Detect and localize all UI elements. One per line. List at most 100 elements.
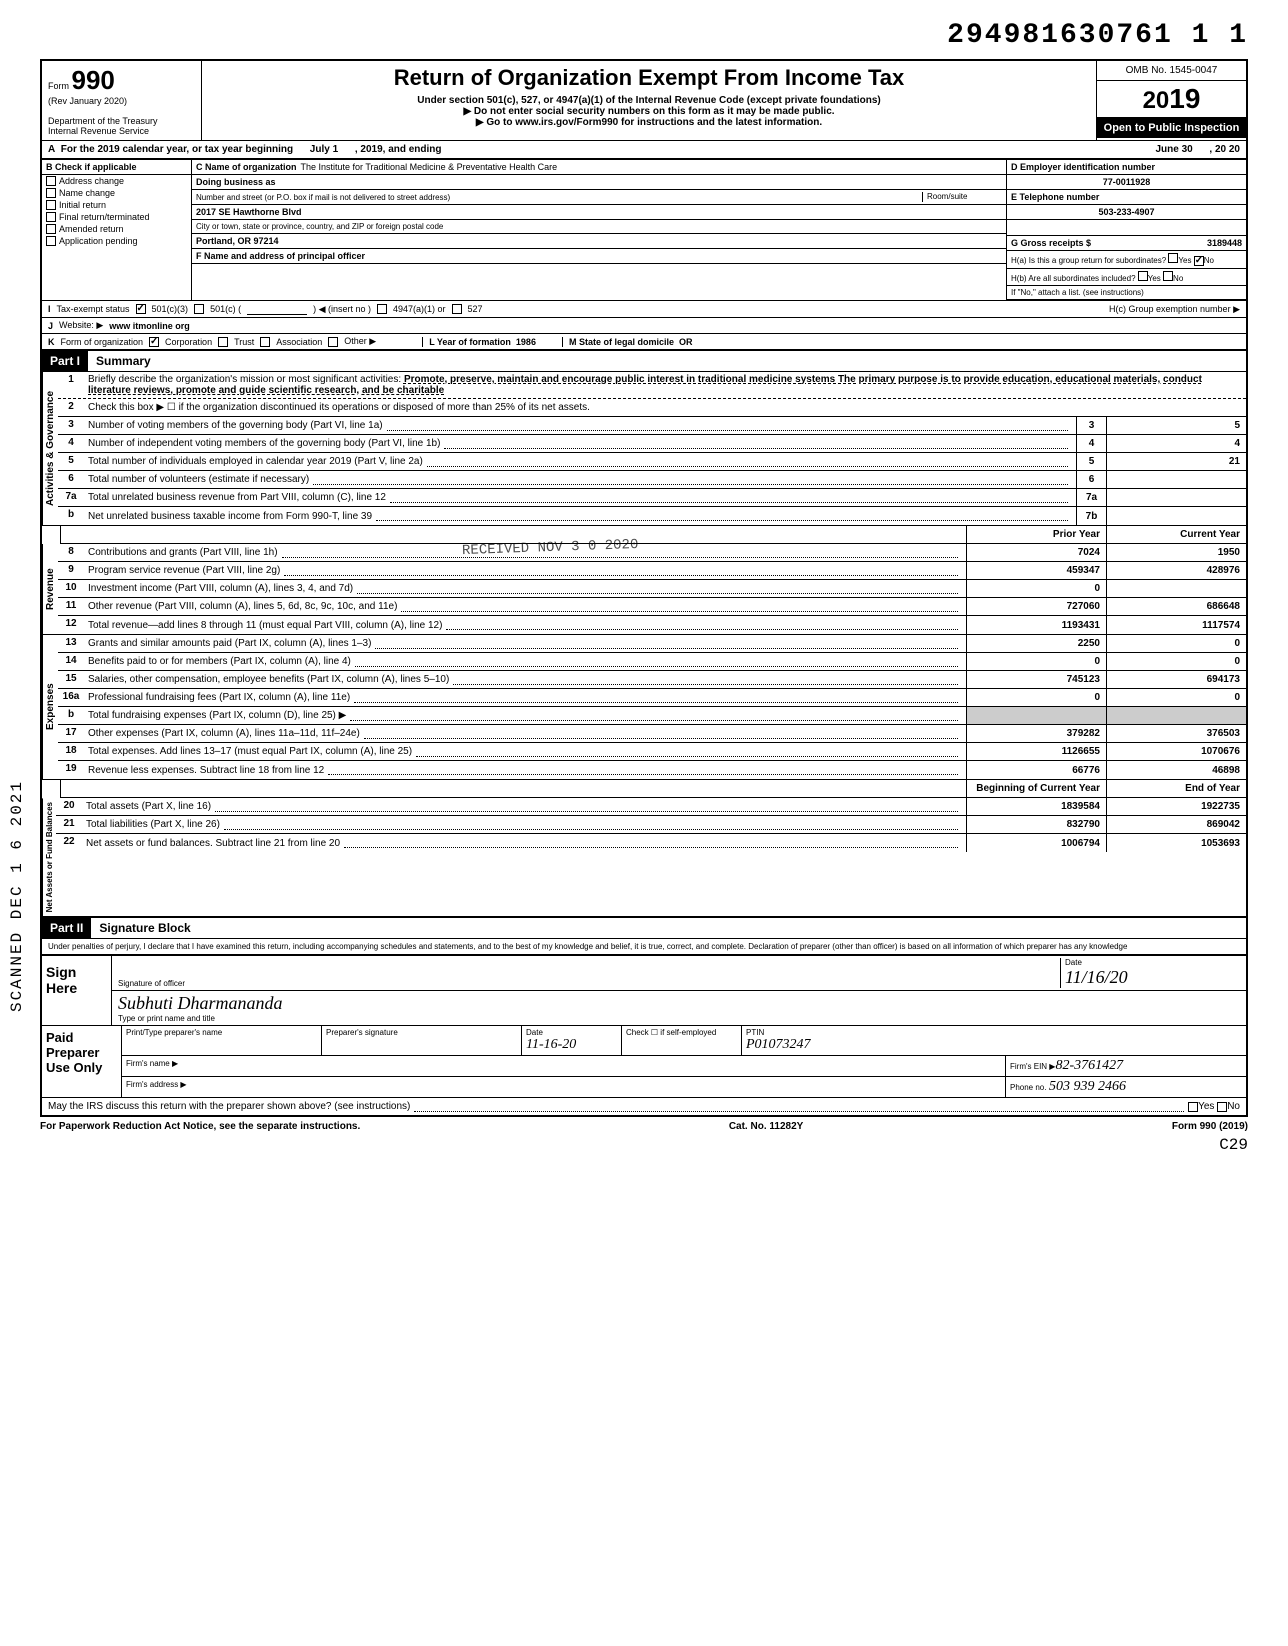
ptin-value: P01073247 xyxy=(746,1037,811,1052)
scanned-stamp: SCANNED DEC 1 6 2021 xyxy=(8,780,26,1012)
col-b-header: B Check if applicable xyxy=(42,160,191,175)
footer-left: For Paperwork Reduction Act Notice, see … xyxy=(40,1121,360,1132)
state-domicile-value: OR xyxy=(679,337,693,347)
line-13: 13 Grants and similar amounts paid (Part… xyxy=(58,635,1246,653)
row-i-tax-status: I Tax-exempt status 501(c)(3) 501(c) () … xyxy=(40,301,1248,318)
gov-line-5: 5 Total number of individuals employed i… xyxy=(58,453,1246,471)
check-name-change[interactable]: Name change xyxy=(42,187,191,199)
open-to-public: Open to Public Inspection xyxy=(1097,118,1246,138)
h-note: If "No," attach a list. (see instruction… xyxy=(1007,286,1246,300)
line-b: b Total fundraising expenses (Part IX, c… xyxy=(58,707,1246,725)
check-other[interactable] xyxy=(328,337,338,347)
year-prefix: 20 xyxy=(1143,87,1170,114)
year-formation-value: 1986 xyxy=(516,337,536,347)
signature-block: Sign Here Signature of officer Date 11/1… xyxy=(40,955,1248,1117)
check-501c3[interactable] xyxy=(136,304,146,314)
tax-year-begin: July 1 xyxy=(310,144,338,155)
form-note1: ▶ Do not enter social security numbers o… xyxy=(208,106,1090,117)
gov-line-b: b Net unrelated business taxable income … xyxy=(58,507,1246,525)
tax-year-end: June 30 xyxy=(1155,144,1192,155)
street-address: 2017 SE Hawthorne Blvd xyxy=(196,207,302,217)
col-end-year: End of Year xyxy=(1106,780,1246,797)
form-header: Form 990 (Rev January 2020) Department o… xyxy=(40,59,1248,141)
check-trust[interactable] xyxy=(218,337,228,347)
row-j-label: J xyxy=(48,321,53,331)
preparer-name-label: Print/Type preparer's name xyxy=(126,1028,317,1037)
check-association[interactable] xyxy=(260,337,270,347)
sig-date-value: 11/16/20 xyxy=(1065,967,1240,988)
tel-value: 503-233-4907 xyxy=(1007,205,1246,220)
vlabel-governance: Activities & Governance xyxy=(42,372,58,525)
addr-label: Number and street (or P.O. box if mail i… xyxy=(196,193,450,202)
form-number: 990 xyxy=(72,65,115,95)
firm-ein-value: 82-3761427 xyxy=(1055,1058,1123,1073)
sig-officer-label: Signature of officer xyxy=(118,979,1060,988)
dept-treasury: Department of the Treasury xyxy=(48,116,158,126)
gross-value: 3189448 xyxy=(1207,238,1242,248)
row-k-label: K xyxy=(48,337,55,347)
ha-label: H(a) Is this a group return for subordin… xyxy=(1011,256,1166,265)
form-title: Return of Organization Exempt From Incom… xyxy=(208,65,1090,91)
document-id-number: 294981630761 1 1 xyxy=(40,20,1248,51)
check-application-pending[interactable]: Application pending xyxy=(42,235,191,247)
discuss-with-preparer: May the IRS discuss this return with the… xyxy=(48,1101,410,1112)
hb-yes-check[interactable] xyxy=(1138,271,1148,281)
line-20: 20 Total assets (Part X, line 16) 183958… xyxy=(56,798,1246,816)
col-begin-year: Beginning of Current Year xyxy=(966,780,1106,797)
col-current-year: Current Year xyxy=(1106,526,1246,543)
part-2-header: Part II Signature Block xyxy=(40,918,1248,939)
line-16a: 16a Professional fundraising fees (Part … xyxy=(58,689,1246,707)
check-corporation[interactable] xyxy=(149,337,159,347)
line-10: 10 Investment income (Part VIII, column … xyxy=(58,580,1246,598)
check-527[interactable] xyxy=(452,304,462,314)
org-name: The Institute for Traditional Medicine &… xyxy=(301,162,558,172)
line-8: 8 Contributions and grants (Part VIII, l… xyxy=(58,544,1246,562)
row-a-tax-year: A For the 2019 calendar year, or tax yea… xyxy=(40,141,1248,160)
check-501c[interactable] xyxy=(194,304,204,314)
check-4947[interactable] xyxy=(377,304,387,314)
tax-exempt-label: Tax-exempt status xyxy=(57,304,130,314)
hb-no-check[interactable] xyxy=(1163,271,1173,281)
type-name-label: Type or print name and title xyxy=(118,1014,1240,1023)
row-j-website: J Website: ▶ www itmonline org xyxy=(40,318,1248,334)
check-initial-return[interactable]: Initial return xyxy=(42,199,191,211)
hc-label: H(c) Group exemption number ▶ xyxy=(1109,304,1240,315)
firm-ein-label: Firm's EIN ▶ xyxy=(1010,1062,1055,1071)
ein-label: D Employer identification number xyxy=(1011,162,1155,172)
gov-line-6: 6 Total number of volunteers (estimate i… xyxy=(58,471,1246,489)
gov-line-3: 3 Number of voting members of the govern… xyxy=(58,417,1246,435)
row-i-label: I xyxy=(48,304,51,314)
page-footer: For Paperwork Reduction Act Notice, see … xyxy=(40,1117,1248,1136)
line-19: 19 Revenue less expenses. Subtract line … xyxy=(58,761,1246,779)
officer-name-handwritten: Subhuti Dharmananda xyxy=(118,993,1240,1014)
check-amended-return[interactable]: Amended return xyxy=(42,223,191,235)
check-address-change[interactable]: Address change xyxy=(42,175,191,187)
self-employed-check[interactable]: Check ☐ if self-employed xyxy=(622,1026,742,1055)
ptin-label: PTIN xyxy=(746,1028,1242,1037)
perjury-statement: Under penalties of perjury, I declare th… xyxy=(40,939,1248,955)
tax-year-end-year: , 20 20 xyxy=(1209,144,1240,155)
part-2-title: Signature Block xyxy=(99,921,190,935)
gross-label: G Gross receipts $ xyxy=(1011,238,1091,248)
discuss-yes-check[interactable] xyxy=(1188,1102,1198,1112)
ha-yes-check[interactable] xyxy=(1168,253,1178,263)
paid-preparer-label: Paid Preparer Use Only xyxy=(42,1026,122,1097)
room-label: Room/suite xyxy=(922,192,1002,202)
firm-name-label: Firm's name ▶ xyxy=(126,1059,178,1068)
row-a-label: A xyxy=(48,144,55,155)
line-1-label: Briefly describe the organization's miss… xyxy=(88,374,401,385)
check-final-return[interactable]: Final return/terminated xyxy=(42,211,191,223)
line-2-text: Check this box ▶ ☐ if the organization d… xyxy=(84,399,1246,416)
state-domicile-label: M State of legal domicile xyxy=(569,337,674,347)
vlabel-revenue: Revenue xyxy=(42,544,58,634)
part-1-header: Part I Summary xyxy=(40,351,1248,372)
line-18: 18 Total expenses. Add lines 13–17 (must… xyxy=(58,743,1246,761)
line-9: 9 Program service revenue (Part VIII, li… xyxy=(58,562,1246,580)
omb-number: OMB No. 1545-0047 xyxy=(1097,61,1246,81)
part-2-label: Part II xyxy=(42,918,91,938)
col-prior-year: Prior Year xyxy=(966,526,1106,543)
ha-no-check[interactable] xyxy=(1194,256,1204,266)
footer-code: C29 xyxy=(40,1136,1248,1154)
discuss-no-check[interactable] xyxy=(1217,1102,1227,1112)
line-22: 22 Net assets or fund balances. Subtract… xyxy=(56,834,1246,852)
